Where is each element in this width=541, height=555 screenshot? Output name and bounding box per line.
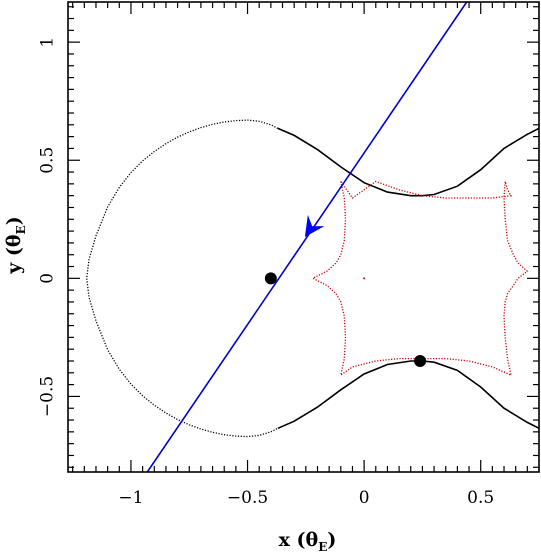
x-tick-label: 0.5 <box>467 488 494 508</box>
series-caustic <box>311 180 529 377</box>
x-tick-label: 0 <box>359 488 370 508</box>
plot-frame <box>67 1 540 473</box>
x-tick-label: −0.5 <box>227 488 268 508</box>
series-layer <box>86 2 539 472</box>
y-tick-label: −0.5 <box>38 376 58 417</box>
point-center-mark <box>363 277 366 280</box>
y-tick-label: 1 <box>38 37 58 48</box>
series-critical-curve-left <box>86 119 279 438</box>
y-tick-label: 0 <box>38 273 58 284</box>
x-axis-label: x (θE) <box>279 529 337 554</box>
series-critical-curve-lower <box>277 360 539 430</box>
direction-arrow <box>304 214 325 238</box>
x-tick-label: −1 <box>118 488 143 508</box>
point-lens-2 <box>414 354 427 367</box>
point-lens-1 <box>264 272 277 285</box>
points-layer <box>264 272 427 367</box>
series-critical-curve-upper <box>277 127 539 197</box>
ticks-layer: −1 −0.5 0 0.5 −0.5 0 0.5 1 <box>38 2 540 508</box>
y-axis-label: y (θE) <box>3 216 28 274</box>
y-tick-label: 0.5 <box>38 147 58 174</box>
series-source-trajectory <box>146 2 468 472</box>
